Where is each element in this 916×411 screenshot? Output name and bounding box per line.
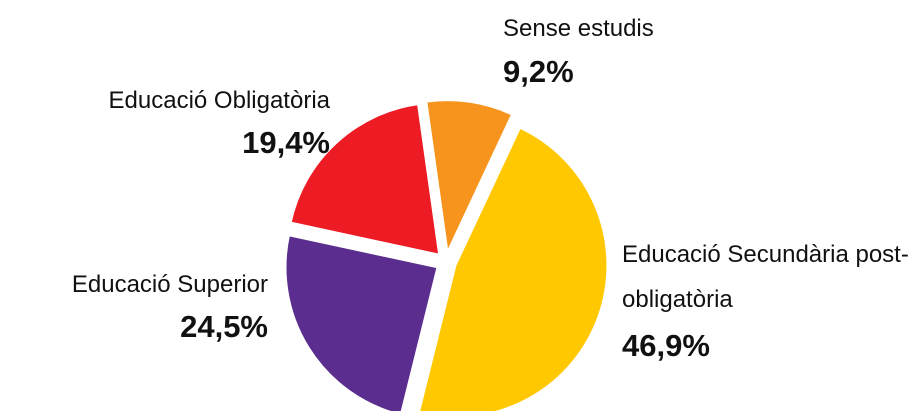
value-label: 24,5%: [180, 309, 268, 344]
pie-slice: [418, 126, 609, 411]
slice-label: Educació Secundària post-obligatòria: [622, 241, 909, 313]
pie-slice: [425, 99, 514, 256]
pie-slice: [284, 234, 439, 411]
value-label: 9,2%: [503, 54, 574, 89]
slice-label: Sense estudis: [503, 15, 654, 42]
slice-label: Educació Superior: [71, 271, 268, 298]
slice-label: Educació Obligatòria: [108, 87, 330, 114]
value-label: 46,9%: [622, 328, 710, 363]
value-label: 19,4%: [242, 125, 330, 160]
pie-slice: [289, 103, 441, 256]
